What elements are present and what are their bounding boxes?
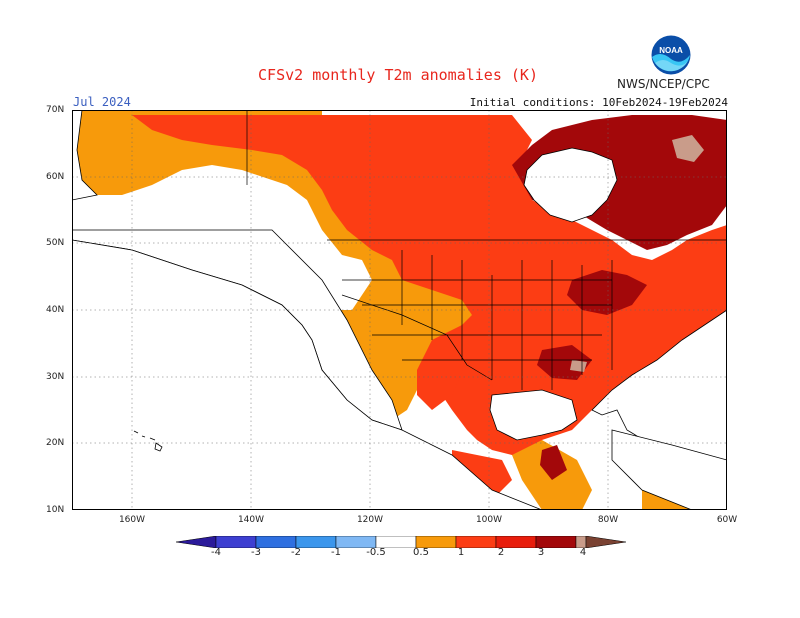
colorbar-label: 0.5 (413, 547, 429, 558)
valid-month: Jul 2024 (73, 95, 131, 109)
hawaii (133, 430, 163, 452)
colorbar (176, 536, 626, 548)
colorbar-label: -1 (331, 547, 341, 558)
lon-tick-80w: 80W (597, 515, 619, 525)
colorbar-label: 1 (457, 547, 465, 558)
lat-tick-50: 50N (46, 238, 65, 248)
colorbar-label: -4 (211, 547, 221, 558)
lon-tick-120w: 120W (356, 515, 384, 525)
gridlines (72, 110, 727, 510)
colorbar-label: -2 (291, 547, 301, 558)
lat-tick-20: 20N (46, 438, 65, 448)
lon-tick-140w: 140W (237, 515, 265, 525)
lon-tick-60w: 60W (716, 515, 738, 525)
anomaly-map (72, 110, 727, 510)
bering-sea (72, 110, 98, 201)
lat-tick-40: 40N (46, 305, 65, 315)
colorbar-label: -3 (251, 547, 261, 558)
agency-label: NWS/NCEP/CPC (617, 77, 710, 91)
lon-tick-160w: 160W (118, 515, 146, 525)
noaa-logo: NOAA (651, 35, 691, 75)
pacific-ocean (72, 229, 543, 510)
anomaly-3-4 (570, 135, 704, 372)
colorbar-label: 4 (579, 547, 587, 558)
initial-conditions: Initial conditions: 10Feb2024-19Feb2024 (469, 96, 728, 109)
atlantic-ocean (591, 309, 727, 510)
colorbar-label: 3 (537, 547, 545, 558)
anomaly-2-3 (512, 115, 727, 480)
map-title: CFSv2 monthly T2m anomalies (K) (258, 66, 538, 84)
lat-tick-30: 30N (46, 372, 65, 382)
gulf-of-mexico (489, 389, 578, 441)
svg-text:NOAA: NOAA (659, 46, 683, 55)
lon-tick-100w: 100W (475, 515, 503, 525)
lat-tick-10: 10N (46, 505, 65, 515)
colorbar-label: 2 (497, 547, 505, 558)
hudson-bay (523, 147, 618, 223)
borders (246, 110, 727, 390)
lat-tick-60: 60N (46, 172, 65, 182)
colorbar-label: -0.5 (366, 547, 386, 558)
lat-tick-70: 70N (46, 105, 65, 115)
